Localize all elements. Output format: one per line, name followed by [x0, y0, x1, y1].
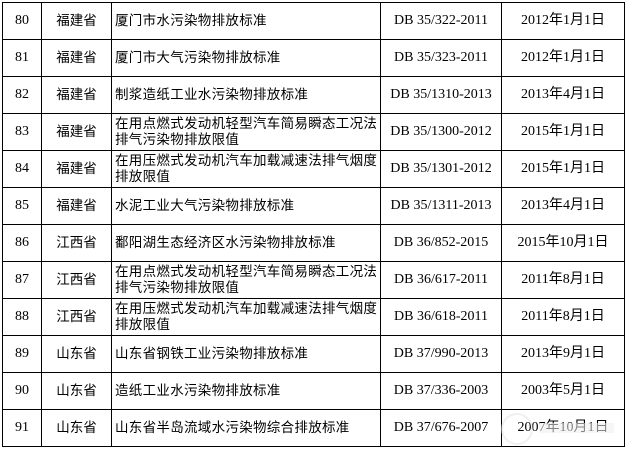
province-cell: 山东省 — [41, 372, 112, 410]
standard-name-cell: 在用点燃式发动机轻型汽车简易瞬态工况法排气污染物排放限值 — [111, 261, 381, 299]
row-number-cell: 90 — [2, 372, 42, 410]
standard-code-cell: DB 35/1301-2012 — [380, 150, 502, 188]
standard-name-cell: 在用压燃式发动机汽车加载减速法排气烟度排放限值 — [111, 150, 381, 188]
table-row: 86 江西省 鄱阳湖生态经济区水污染物排放标准 DB 36/852-2015 2015年… — [2, 224, 625, 262]
province-cell: 江西省 — [41, 261, 112, 299]
effective-date-cell: 2012年1月1日 — [501, 39, 625, 77]
province-cell: 江西省 — [41, 298, 112, 336]
effective-date-cell: 2007年10月1日 — [501, 409, 625, 447]
standard-code-cell: DB 36/618-2011 — [380, 298, 502, 336]
table-row: 83 福建省 在用点燃式发动机轻型汽车简易瞬态工况法排气污染物排放限值 DB 35/1… — [2, 113, 625, 151]
province-cell: 福建省 — [41, 76, 112, 114]
row-number-cell: 83 — [2, 113, 42, 151]
row-number-cell: 91 — [2, 409, 42, 447]
effective-date-cell: 2012年1月1日 — [501, 2, 625, 40]
standard-code-cell: DB 35/322-2011 — [380, 2, 502, 40]
standard-code-cell: DB 36/617-2011 — [380, 261, 502, 299]
standard-code-cell: DB 35/1311-2013 — [380, 187, 502, 225]
standard-code-cell: DB 37/676-2007 — [380, 409, 502, 447]
row-number-cell: 89 — [2, 335, 42, 373]
standard-name-cell: 厦门市水污染物排放标准 — [111, 2, 381, 40]
standard-code-cell: DB 37/990-2013 — [380, 335, 502, 373]
standard-name-cell: 山东省半岛流域水污染物综合排放标准 — [111, 409, 381, 447]
standard-name-cell: 鄱阳湖生态经济区水污染物排放标准 — [111, 224, 381, 262]
row-number-cell: 86 — [2, 224, 42, 262]
effective-date-cell: 2015年10月1日 — [501, 224, 625, 262]
standard-name-cell: 造纸工业水污染物排放标准 — [111, 372, 381, 410]
row-number-cell: 87 — [2, 261, 42, 299]
row-number-cell: 80 — [2, 2, 42, 40]
effective-date-cell: 2011年8月1日 — [501, 298, 625, 336]
province-cell: 山东省 — [41, 335, 112, 373]
effective-date-cell: 2013年4月1日 — [501, 76, 625, 114]
table-row: 90 山东省 造纸工业水污染物排放标准 DB 37/336-2003 2003年5月1日 — [2, 372, 625, 410]
standard-name-cell: 厦门市大气污染物排放标准 — [111, 39, 381, 77]
province-cell: 福建省 — [41, 113, 112, 151]
row-number-cell: 88 — [2, 298, 42, 336]
effective-date-cell: 2015年1月1日 — [501, 150, 625, 188]
province-cell: 山东省 — [41, 409, 112, 447]
row-number-cell: 85 — [2, 187, 42, 225]
table-row: 84 福建省 在用压燃式发动机汽车加载减速法排气烟度排放限值 DB 35/1301-2… — [2, 150, 625, 188]
effective-date-cell: 2013年9月1日 — [501, 335, 625, 373]
standard-code-cell: DB 35/1310-2013 — [380, 76, 502, 114]
standard-code-cell: DB 35/1300-2012 — [380, 113, 502, 151]
table-row: 80 福建省 厦门市水污染物排放标准 DB 35/322-2011 2012年1月1日 — [2, 2, 625, 40]
province-cell: 江西省 — [41, 224, 112, 262]
row-number-cell: 81 — [2, 39, 42, 77]
standard-name-cell: 制浆造纸工业水污染物排放标准 — [111, 76, 381, 114]
table-row: 85 福建省 水泥工业大气污染物排放标准 DB 35/1311-2013 2013年4月… — [2, 187, 625, 225]
province-cell: 福建省 — [41, 39, 112, 77]
table-row: 91 山东省 山东省半岛流域水污染物综合排放标准 DB 37/676-2007 2007… — [2, 409, 625, 447]
table-row: 81 福建省 厦门市大气污染物排放标准 DB 35/323-2011 2012年1月1日 — [2, 39, 625, 77]
standard-name-cell: 水泥工业大气污染物排放标准 — [111, 187, 381, 225]
row-number-cell: 82 — [2, 76, 42, 114]
standard-code-cell: DB 35/323-2011 — [380, 39, 502, 77]
table-row: 88 江西省 在用压燃式发动机汽车加载减速法排气烟度排放限值 DB 36/618-20… — [2, 298, 625, 336]
table-row: 87 江西省 在用点燃式发动机轻型汽车简易瞬态工况法排气污染物排放限值 DB 36/6… — [2, 261, 625, 299]
effective-date-cell: 2011年8月1日 — [501, 261, 625, 299]
standard-name-cell: 在用点燃式发动机轻型汽车简易瞬态工况法排气污染物排放限值 — [111, 113, 381, 151]
standard-code-cell: DB 37/336-2003 — [380, 372, 502, 410]
standard-name-cell: 在用压燃式发动机汽车加载减速法排气烟度排放限值 — [111, 298, 381, 336]
standard-name-cell: 山东省钢铁工业污染物排放标准 — [111, 335, 381, 373]
standard-code-cell: DB 36/852-2015 — [380, 224, 502, 262]
effective-date-cell: 2015年1月1日 — [501, 113, 625, 151]
effective-date-cell: 2013年4月1日 — [501, 187, 625, 225]
province-cell: 福建省 — [41, 150, 112, 188]
table-row: 82 福建省 制浆造纸工业水污染物排放标准 DB 35/1310-2013 2013年4… — [2, 76, 625, 114]
table-row: 89 山东省 山东省钢铁工业污染物排放标准 DB 37/990-2013 2013年9月… — [2, 335, 625, 373]
effective-date-cell: 2003年5月1日 — [501, 372, 625, 410]
province-cell: 福建省 — [41, 2, 112, 40]
row-number-cell: 84 — [2, 150, 42, 188]
province-cell: 福建省 — [41, 187, 112, 225]
